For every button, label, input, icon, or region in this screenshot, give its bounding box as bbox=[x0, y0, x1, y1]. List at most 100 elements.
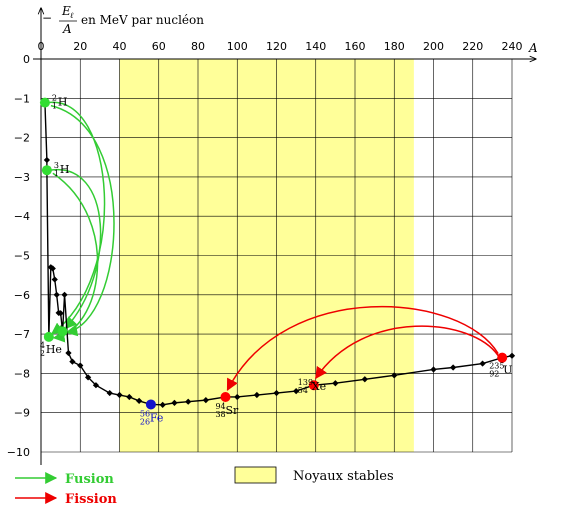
x-tick-label: 140 bbox=[305, 40, 326, 53]
reaction-arcs bbox=[47, 101, 499, 392]
x-tick-label: 160 bbox=[345, 40, 366, 53]
x-tick-label: 120 bbox=[266, 40, 287, 53]
x-tick-labels: 0 20 40 60 80 100 120 140 160 180 200 220 240 bbox=[38, 40, 523, 53]
x-tick-label: 80 bbox=[191, 40, 205, 53]
data-point bbox=[391, 372, 398, 379]
nucleus-marker bbox=[43, 331, 54, 342]
nucleus-atomic-number: 1 bbox=[52, 102, 57, 111]
binding-energy-curve bbox=[44, 102, 513, 406]
data-point bbox=[51, 276, 58, 283]
data-point bbox=[43, 156, 50, 164]
data-point bbox=[293, 387, 300, 395]
axes bbox=[33, 8, 536, 465]
fusion-arrow-h2-li bbox=[50, 104, 115, 337]
data-point bbox=[69, 358, 76, 365]
data-point bbox=[479, 360, 486, 367]
y-axis-label-prefix: − bbox=[42, 11, 52, 25]
data-point bbox=[273, 389, 280, 397]
grid bbox=[40, 58, 513, 453]
nucleus-symbol: Sr bbox=[225, 404, 239, 417]
x-tick-label: 40 bbox=[113, 40, 127, 53]
y-axis-label: − E ℓ A en MeV par nucléon bbox=[42, 4, 204, 36]
nucleus-marker bbox=[145, 399, 156, 410]
nucleus-mass-number: 3 bbox=[54, 161, 59, 170]
nucleus-marker bbox=[220, 391, 231, 402]
stable-swatch bbox=[234, 466, 277, 484]
y-tick-label: −5 bbox=[14, 250, 30, 263]
x-axis-label: A bbox=[528, 41, 538, 55]
data-point bbox=[450, 364, 457, 371]
x-tick-label: 240 bbox=[502, 40, 523, 53]
data-point bbox=[430, 366, 437, 373]
y-tick-label: −2 bbox=[14, 132, 30, 145]
legend-fission-label: Fission bbox=[65, 492, 117, 507]
y-tick-label: −9 bbox=[14, 407, 30, 420]
data-point bbox=[253, 391, 260, 399]
nucleus-atomic-number: 2 bbox=[40, 349, 45, 358]
nucleus-symbol: H bbox=[60, 163, 70, 176]
data-point bbox=[508, 352, 516, 359]
fusion-arrow-h3-he bbox=[52, 172, 99, 343]
nucleus-atomic-number: 54 bbox=[298, 386, 308, 395]
nucleus-marker bbox=[39, 97, 50, 108]
x-tick-label: 180 bbox=[384, 40, 405, 53]
nucleus-label-h3: 31 H bbox=[54, 161, 70, 178]
x-tick-label: 200 bbox=[423, 40, 444, 53]
y-axis-label-den: A bbox=[62, 22, 72, 36]
nucleus-marker bbox=[308, 380, 319, 391]
y-axis-label-num: E bbox=[61, 4, 71, 18]
legend-fusion-label: Fusion bbox=[65, 472, 114, 487]
legend-fusion: Fusion bbox=[15, 472, 114, 487]
nucleus-symbol: U bbox=[503, 364, 512, 377]
nucleus-mass-number: 235 bbox=[489, 362, 504, 371]
y-tick-label: −6 bbox=[14, 289, 30, 302]
nucleus-mass-number: 4 bbox=[40, 341, 45, 350]
y-tick-label: −3 bbox=[14, 171, 30, 184]
y-tick-labels: 0 −1 −2 −3 −4 −5 −6 −7 −8 −9 −10 bbox=[7, 53, 30, 459]
y-tick-label: −10 bbox=[7, 446, 30, 459]
legend-fission: Fission bbox=[15, 492, 117, 507]
fission-arrow-u-sr bbox=[226, 305, 499, 392]
x-tick-label: 220 bbox=[462, 40, 483, 53]
data-point bbox=[65, 349, 72, 357]
nucleus-marker bbox=[57, 326, 68, 337]
nucleus-mass-number: 56 bbox=[140, 409, 150, 418]
nucleus-symbol: H bbox=[58, 96, 68, 109]
data-point bbox=[361, 376, 368, 383]
x-tick-label: 100 bbox=[227, 40, 248, 53]
y-tick-label: −8 bbox=[14, 367, 30, 380]
nucleus-mass-number: 2 bbox=[52, 94, 57, 103]
data-point bbox=[61, 291, 68, 298]
y-tick-label: −1 bbox=[14, 92, 30, 105]
nucleus-label-h2: 21 H bbox=[52, 94, 68, 111]
y-axis-label-num-sub: ℓ bbox=[70, 11, 74, 20]
fusion-arrow-h3-li bbox=[49, 168, 102, 330]
legend-stable: Noyaux stables bbox=[234, 466, 394, 484]
nucleus-marker bbox=[41, 165, 52, 176]
nucleus-symbol: Xe bbox=[312, 380, 326, 393]
data-point bbox=[332, 380, 339, 387]
data-point bbox=[53, 291, 60, 298]
nucleus-atomic-number: 92 bbox=[489, 370, 499, 379]
nucleus-marker bbox=[497, 352, 508, 363]
nucleus-atomic-number: 1 bbox=[54, 169, 59, 178]
data-point bbox=[202, 397, 209, 404]
nucleus-atomic-number: 26 bbox=[140, 417, 150, 426]
data-point bbox=[106, 389, 113, 397]
fusion-arrow-h2-he bbox=[47, 101, 106, 335]
x-tick-label: 0 bbox=[38, 40, 45, 53]
x-tick-label: 60 bbox=[152, 40, 166, 53]
nucleus-label-he4: 42 He bbox=[40, 341, 62, 358]
x-tick-label: 20 bbox=[73, 40, 87, 53]
nucleus-atomic-number: 38 bbox=[215, 410, 225, 419]
nucleus-symbol: He bbox=[46, 343, 62, 356]
nucleus-mass-number: 94 bbox=[215, 402, 225, 411]
nucleus-symbol: Fe bbox=[150, 411, 164, 424]
nucleus-mass-number: 139 bbox=[298, 378, 313, 387]
